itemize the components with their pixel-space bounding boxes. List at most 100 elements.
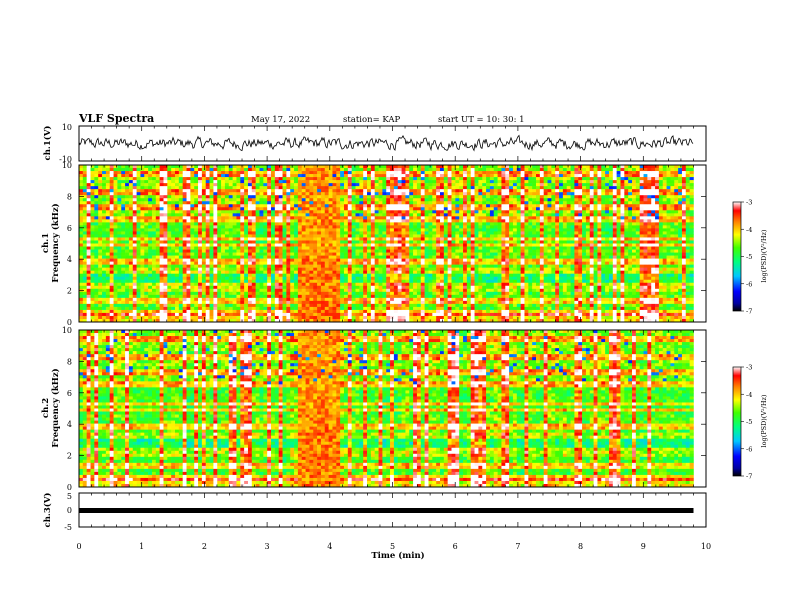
spectrogram-cell [401, 165, 406, 169]
spectrogram-cell [317, 261, 322, 265]
spectrogram-cell [105, 294, 111, 299]
spectrogram-cell [132, 234, 137, 238]
spectrogram-cell [382, 261, 387, 265]
spectrogram-cell [247, 165, 253, 169]
spectrogram-cell [140, 282, 145, 287]
spectrogram-cell [140, 225, 145, 229]
spectrogram-cell [294, 312, 299, 317]
spectrogram-cell [374, 228, 379, 232]
spectrogram-cell [232, 237, 237, 241]
spectrogram-cell [263, 234, 268, 238]
spectrogram-cell [247, 249, 253, 253]
spectrogram-cell [432, 198, 437, 202]
spectrogram-cell [432, 276, 437, 281]
spectrogram-cell [274, 219, 279, 223]
spectrogram-cell [178, 267, 183, 271]
spectrogram-cell [351, 240, 356, 244]
spectrogram-cell [386, 258, 391, 262]
spectrogram-cell [102, 258, 107, 262]
spectrogram-cell [355, 255, 360, 259]
spectrogram-cell [374, 306, 379, 311]
spectrogram-cell [151, 234, 157, 238]
spectrogram-cell [370, 249, 376, 253]
spectrogram-cell [90, 252, 95, 256]
spectrogram-cell [363, 261, 368, 265]
spectrogram-cell [121, 318, 126, 323]
spectrogram-cell [397, 303, 402, 308]
spectrogram-cell [332, 237, 337, 241]
spectrogram-cell [309, 285, 314, 290]
spectrogram-cell [163, 165, 168, 169]
spectrogram-cell [186, 306, 191, 311]
spectrogram-cell [182, 204, 187, 208]
spectrogram-cell [286, 204, 291, 208]
spectrogram-cell [313, 171, 318, 175]
spectrogram-cell [309, 261, 314, 265]
spectrogram-cell [297, 288, 303, 293]
spectrogram-cell [259, 180, 264, 184]
spectrogram-cell [432, 267, 437, 271]
spectrogram-cell [198, 282, 203, 287]
spectrogram-cell [194, 231, 199, 235]
spectrogram-cell [209, 318, 214, 323]
spectrogram-cell [436, 234, 441, 238]
spectrogram-cell [109, 216, 114, 220]
spectrogram-cell [301, 294, 306, 299]
spectrogram-cell [297, 228, 303, 232]
spectrogram-cell [397, 225, 402, 229]
spectrogram-cell [324, 240, 329, 244]
spectrogram-cell [263, 177, 268, 181]
spectrogram-cell [148, 177, 153, 181]
spectrogram-cell [432, 240, 437, 244]
spectrogram-cell [259, 276, 264, 281]
spectrogram-cell [259, 192, 264, 196]
spectrogram-cell [343, 279, 349, 284]
spectrogram-cell [347, 261, 352, 265]
spectrogram-cell [105, 174, 111, 178]
spectrogram-cell [155, 279, 160, 284]
spectrogram-cell [232, 174, 237, 178]
spectrogram-cell [247, 270, 253, 274]
spectrogram-cell [105, 216, 111, 220]
spectrogram-cell [274, 213, 279, 217]
spectrogram-cell [401, 243, 406, 247]
spectrogram-cell [94, 195, 99, 199]
spectrogram-cell [144, 318, 149, 323]
spectrogram-cell [213, 318, 218, 323]
spectrogram-cell [320, 168, 326, 172]
spectrogram-cell [94, 249, 99, 253]
spectrogram-cell [317, 270, 322, 274]
spectrogram-cell [286, 231, 291, 235]
spectrogram-cell [236, 213, 241, 217]
spectrogram-cell [236, 261, 241, 265]
spectrogram-cell [148, 198, 153, 202]
spectrogram-cell [102, 237, 107, 241]
spectrogram-cell [413, 309, 418, 314]
spectrogram-cell [274, 225, 279, 229]
spectrogram-cell [416, 204, 422, 208]
spectrogram-cell [317, 213, 322, 217]
spectrogram-cell [182, 252, 187, 256]
spectrogram-cell [132, 294, 137, 299]
spectrogram-cell [175, 198, 180, 202]
spectrogram-cell [282, 294, 287, 299]
spectrogram-cell [301, 258, 306, 262]
spectrogram-cell [113, 267, 118, 271]
spectrogram-cell [209, 255, 214, 259]
spectrogram-cell [132, 303, 137, 308]
spectrogram-cell [113, 276, 118, 281]
spectrogram-cell [186, 246, 191, 250]
spectrogram-cell [224, 318, 230, 323]
spectrogram-cell [194, 282, 199, 287]
spectrogram-cell [224, 279, 230, 284]
spectrogram-cell [386, 303, 391, 308]
spectrogram-cell [228, 270, 233, 274]
spectrogram-cell [90, 312, 95, 317]
spectrogram-cell [367, 312, 372, 317]
spectrogram-cell [332, 279, 337, 284]
spectrogram-cell [117, 180, 122, 184]
spectrogram-cell [336, 306, 341, 311]
spectrogram-cell [94, 285, 99, 290]
spectrogram-cell [386, 204, 391, 208]
